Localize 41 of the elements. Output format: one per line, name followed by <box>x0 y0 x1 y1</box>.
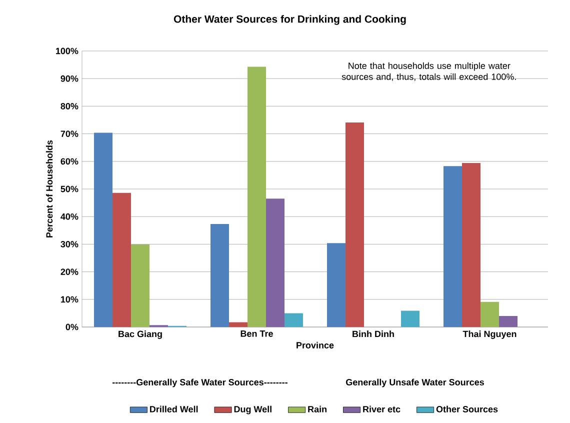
y-tick-label: 20% <box>60 268 78 275</box>
bar <box>94 132 113 327</box>
bar <box>499 316 518 327</box>
y-tick-label: 30% <box>60 241 78 248</box>
bar <box>346 122 364 327</box>
legend-label: Other Sources <box>436 406 498 412</box>
x-tick-label: Thai Nguyen <box>462 330 516 339</box>
annotation: Note that households use multiple water sources and, thus, totals will exceed 100%. <box>342 62 516 82</box>
text: Generally Unsafe Water Sources <box>346 378 484 388</box>
x-tick-label: Binh Dinh <box>352 330 394 338</box>
y-tick-label: 100% <box>56 48 78 54</box>
x-tick-label: Bac Giang <box>118 330 162 339</box>
bar <box>229 322 248 327</box>
legend-label: River etc <box>363 406 400 412</box>
bar <box>112 192 131 327</box>
y-axis-title: Percent of Households <box>46 140 53 238</box>
bar <box>462 163 480 327</box>
legend-label: Dug Well <box>234 406 272 414</box>
bar <box>444 166 462 327</box>
y-tick-label: 0% <box>66 324 78 330</box>
y-tick-label: 40% <box>60 213 78 220</box>
bar <box>248 66 266 327</box>
y-tick-label: 80% <box>60 103 78 110</box>
chart-title: Other Water Sources for Drinking and Cooking <box>174 15 406 25</box>
legend-label: Drilled Well <box>150 406 198 412</box>
legend-label: Rain <box>308 406 326 412</box>
y-tick-label: 10% <box>61 296 78 303</box>
bar <box>131 244 150 327</box>
y-tick-label: 90% <box>60 75 78 82</box>
x-tick-label: Ben Tre <box>240 330 273 337</box>
text: --------Generally Safe Water Sources-------- <box>112 378 288 388</box>
y-tick-label: 60% <box>60 158 78 165</box>
bar <box>480 302 500 327</box>
bar <box>210 224 229 327</box>
bar <box>284 313 304 327</box>
bar <box>327 243 346 327</box>
bar <box>266 198 284 327</box>
bar <box>401 310 420 327</box>
x-axis-title: Province <box>296 342 334 348</box>
y-tick-label: 70% <box>60 130 78 137</box>
y-tick-label: 50% <box>60 186 78 192</box>
